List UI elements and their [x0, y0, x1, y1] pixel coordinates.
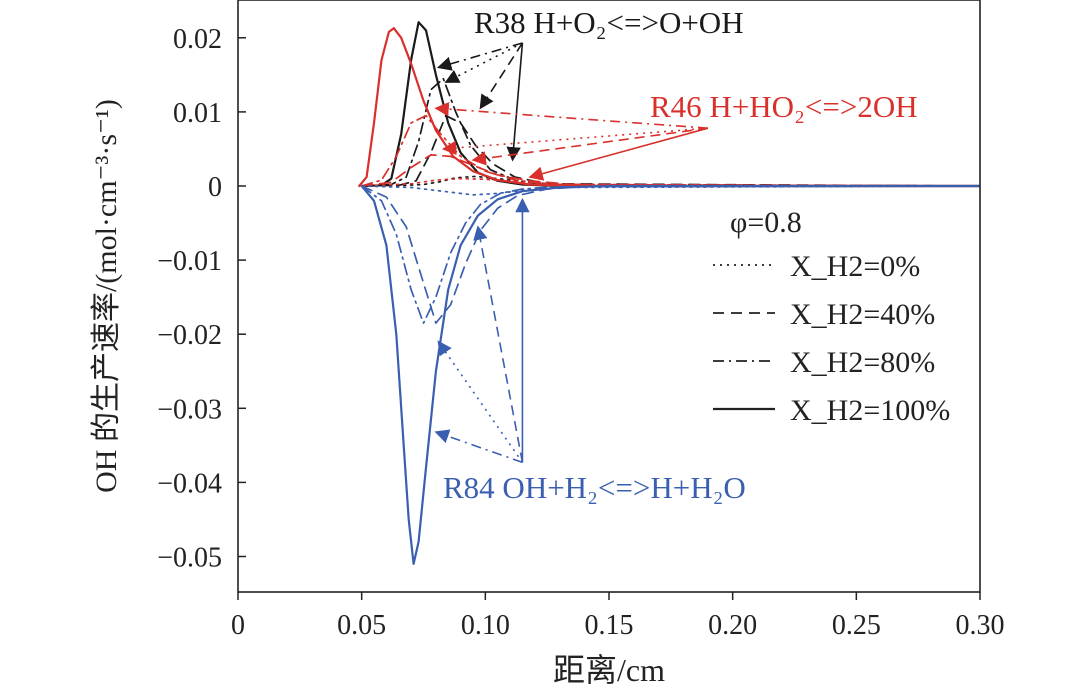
x-tick-label: 0.15 [585, 610, 634, 641]
annotation-r38: R38 H+O₂<=>O+OH [474, 5, 744, 40]
annotation-r84: R84 OH+H₂<=>H+H₂O [443, 470, 746, 505]
arrow-r38-1 [444, 42, 523, 83]
legend-label: X_H2=40% [790, 298, 935, 331]
series-r84-xh2-80 [360, 185, 980, 324]
y-tick-label: −0.04 [157, 468, 222, 499]
y-tick-label: 0.02 [173, 24, 222, 55]
series-r38-xh2-0 [360, 175, 980, 187]
series-r46-xh2-100 [358, 27, 980, 188]
legend-label: X_H2=100% [790, 394, 950, 427]
legend-title: φ=0.8 [730, 206, 802, 239]
y-axis-label: OH 的生产速率/(mol·cm⁻³·s⁻¹) [90, 99, 123, 493]
legend-label: X_H2=0% [790, 250, 920, 283]
annotation-r46: R46 H+HO₂<=>2OH [650, 89, 918, 124]
x-tick-label: 0.20 [708, 610, 757, 641]
x-tick-label: 0.10 [461, 610, 510, 641]
y-tick-label: 0 [208, 172, 222, 203]
x-tick-label: 0.30 [956, 610, 1005, 641]
arrow-r46-2 [471, 127, 709, 166]
arrow-r46-0 [434, 101, 708, 129]
x-tick-label: 0.25 [832, 610, 881, 641]
series-r46-xh2-0 [360, 177, 980, 187]
arrow-r46-3 [528, 127, 709, 181]
arrow-r84-0 [434, 429, 523, 464]
y-tick-label: −0.05 [157, 543, 222, 574]
series-r46-xh2-80 [360, 114, 980, 187]
series-layer [358, 21, 980, 565]
y-tick-label: −0.01 [157, 246, 222, 277]
arrow-r84-2 [473, 225, 524, 463]
legend: φ=0.8 X_H2=0% X_H2=40% X_H2=80% X_H2=100% [713, 206, 950, 427]
y-tick-label: −0.02 [157, 320, 222, 351]
legend-label: X_H2=80% [790, 346, 935, 379]
x-tick-label: 0 [231, 610, 245, 641]
x-axis: 0 0.05 0.10 0.15 0.20 0.25 0.30 [231, 592, 1005, 641]
arrow-r84-1 [437, 340, 524, 463]
arrow-r38-0 [436, 42, 523, 71]
y-tick-label: 0.01 [173, 98, 222, 129]
x-axis-label: 距离/cm [553, 652, 665, 688]
arrow-r38-3 [506, 42, 524, 162]
annotation-arrows [434, 42, 709, 464]
annotations: R38 H+O₂<=>O+OH R46 H+HO₂<=>2OH R84 OH+H… [443, 5, 918, 505]
arrow-r38-2 [479, 42, 524, 110]
y-axis: 0.02 0.01 0 −0.01 −0.02 −0.03 −0.04 −0.05 [157, 24, 246, 574]
x-tick-label: 0.05 [337, 610, 386, 641]
series-r38-xh2-80 [360, 77, 980, 187]
series-r84-xh2-100 [360, 184, 980, 565]
series-r46-xh2-40 [360, 154, 980, 187]
y-tick-label: −0.03 [157, 394, 222, 425]
series-r84-xh2-0 [360, 185, 980, 196]
